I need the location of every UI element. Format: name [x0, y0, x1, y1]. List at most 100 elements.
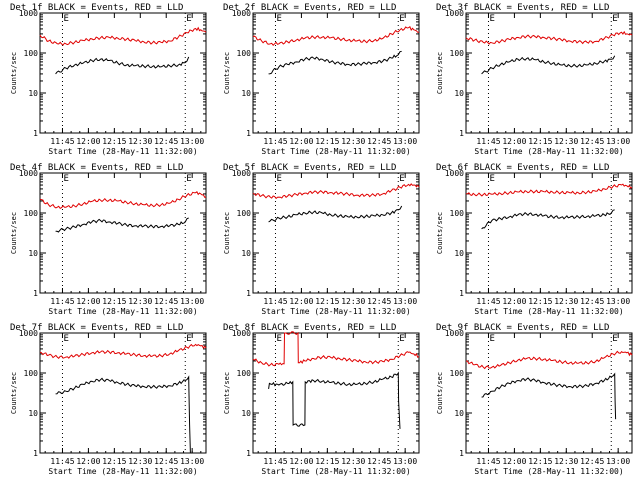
- series-line-events: [268, 50, 402, 75]
- x-tick-label: 11:45: [476, 457, 500, 466]
- x-tick-label: 12:15: [528, 137, 552, 146]
- time-marker-label: E: [612, 334, 617, 344]
- y-tick-label: 1000: [445, 169, 464, 178]
- y-axis-label: Counts/sec: [436, 212, 444, 254]
- plot-frame: [465, 12, 633, 134]
- series-line-lld: [252, 26, 419, 46]
- chart-panel-2: Det 2f BLACK = Events, RED = LLD 1 10 100 10…: [223, 3, 420, 156]
- x-tick-label: 12:45: [367, 297, 391, 306]
- x-tick-label: 12:45: [367, 137, 391, 146]
- y-axis-label: Counts/sec: [10, 52, 18, 94]
- chart-title: Det 4f BLACK = Events, RED = LLD: [10, 163, 183, 173]
- x-tick-label: 11:45: [263, 457, 287, 466]
- chart-title: Det 2f BLACK = Events, RED = LLD: [223, 3, 396, 13]
- series-line-events: [481, 372, 617, 420]
- y-tick-label: 100: [450, 369, 465, 378]
- chart-panel-7: Det 7f BLACK = Events, RED = LLD 1 10 100 10…: [10, 323, 207, 476]
- x-tick-label: 12:00: [289, 137, 313, 146]
- plot-frame: [252, 172, 420, 294]
- y-tick-label: 10: [454, 409, 464, 418]
- y-tick-label: 100: [24, 369, 39, 378]
- series-line-lld: [465, 30, 633, 45]
- x-tick-label: 12:45: [154, 137, 178, 146]
- x-tick-label: 13:00: [606, 297, 630, 306]
- x-tick-label: 12:15: [315, 297, 339, 306]
- series-line-events: [481, 209, 615, 230]
- y-axis-label: Counts/sec: [223, 52, 231, 94]
- time-marker-label: E: [186, 174, 191, 184]
- x-axis-label: Start Time (28-May-11 11:32:00): [48, 147, 197, 156]
- time-marker-label: E: [63, 14, 68, 24]
- x-tick-label: 11:45: [476, 297, 500, 306]
- y-tick-label: 10: [28, 409, 38, 418]
- y-tick-label: 100: [237, 209, 252, 218]
- series-line-lld: [39, 343, 207, 360]
- series-line-lld: [252, 331, 420, 367]
- x-tick-label: 12:30: [128, 457, 152, 466]
- time-marker-label: E: [489, 334, 494, 344]
- y-tick-label: 1: [459, 129, 464, 138]
- chart-panel-9: Det 9f BLACK = Events, RED = LLD 1 10 100 10…: [436, 323, 633, 476]
- series-line-events: [55, 375, 191, 454]
- y-tick-label: 1: [33, 129, 38, 138]
- chart-panel-4: Det 4f BLACK = Events, RED = LLD 1 10 100 10…: [10, 163, 207, 316]
- y-tick-label: 100: [24, 49, 39, 58]
- y-tick-label: 1000: [232, 329, 251, 338]
- chart-title: Det 5f BLACK = Events, RED = LLD: [223, 163, 396, 173]
- x-tick-label: 13:00: [606, 457, 630, 466]
- x-tick-label: 12:30: [128, 137, 152, 146]
- chart-panel-5: Det 5f BLACK = Events, RED = LLD 1 10 100 10…: [223, 163, 420, 316]
- x-tick-label: 12:00: [289, 457, 313, 466]
- x-tick-label: 12:00: [76, 297, 100, 306]
- y-tick-label: 1000: [19, 169, 38, 178]
- series-line-events: [268, 205, 403, 223]
- x-tick-label: 12:15: [528, 457, 552, 466]
- x-tick-label: 12:00: [289, 297, 313, 306]
- chart-panel-1: Det 1f BLACK = Events, RED = LLD 1 10 100 10…: [10, 3, 207, 156]
- series-line-events: [55, 217, 189, 233]
- x-tick-label: 12:45: [154, 457, 178, 466]
- y-tick-label: 1000: [445, 9, 464, 18]
- x-axis-label: Start Time (28-May-11 11:32:00): [474, 467, 623, 476]
- series-line-lld: [465, 183, 633, 197]
- series-line-events: [268, 371, 401, 429]
- time-marker-label: E: [612, 14, 617, 24]
- x-tick-label: 11:45: [476, 137, 500, 146]
- x-tick-label: 12:30: [554, 137, 578, 146]
- series-line-events: [55, 56, 190, 75]
- chart-title: Det 7f BLACK = Events, RED = LLD: [10, 323, 183, 333]
- x-tick-label: 11:45: [50, 297, 74, 306]
- series-line-lld: [465, 350, 633, 370]
- x-tick-label: 13:00: [180, 457, 204, 466]
- series-line-lld: [39, 191, 207, 210]
- x-tick-label: 12:15: [528, 297, 552, 306]
- x-axis-label: Start Time (28-May-11 11:32:00): [474, 307, 623, 316]
- chart-panel-3: Det 3f BLACK = Events, RED = LLD 1 10 100 10…: [436, 3, 633, 156]
- x-tick-label: 13:00: [180, 137, 204, 146]
- plot-frame: [39, 12, 207, 134]
- x-tick-label: 12:15: [102, 297, 126, 306]
- x-tick-label: 12:30: [341, 297, 365, 306]
- plot-frame: [39, 332, 207, 454]
- y-tick-label: 1: [33, 449, 38, 458]
- plot-frame: [465, 172, 633, 294]
- series-line-lld: [39, 26, 207, 46]
- x-axis-label: Start Time (28-May-11 11:32:00): [261, 467, 410, 476]
- y-tick-label: 10: [28, 89, 38, 98]
- y-tick-label: 10: [241, 409, 251, 418]
- chart-panel-8: Det 8f BLACK = Events, RED = LLD 1 10 100 10…: [223, 323, 420, 476]
- y-tick-label: 100: [237, 49, 252, 58]
- x-tick-label: 11:45: [50, 457, 74, 466]
- y-tick-label: 1: [246, 449, 251, 458]
- y-tick-label: 10: [241, 249, 251, 258]
- y-tick-label: 1000: [19, 329, 38, 338]
- y-tick-label: 100: [450, 209, 465, 218]
- x-tick-label: 12:30: [341, 457, 365, 466]
- time-marker-label: E: [399, 14, 404, 24]
- y-tick-label: 100: [237, 369, 252, 378]
- chart-title: Det 6f BLACK = Events, RED = LLD: [436, 163, 609, 173]
- y-axis-label: Counts/sec: [436, 372, 444, 414]
- y-axis-label: Counts/sec: [223, 372, 231, 414]
- y-tick-label: 1: [246, 129, 251, 138]
